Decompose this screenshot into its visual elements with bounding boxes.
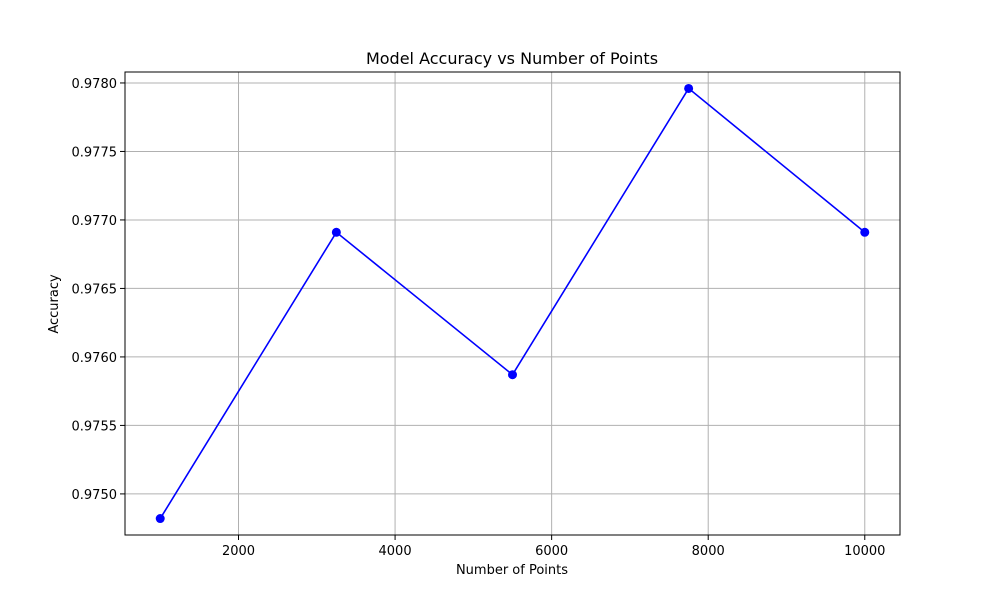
data-point-marker	[684, 83, 694, 93]
y-tick-label: 0.9775	[72, 145, 118, 160]
y-axis-label: Accuracy	[47, 274, 62, 334]
y-tick-label: 0.9750	[72, 488, 118, 503]
grid	[125, 72, 900, 535]
data-point-marker	[860, 227, 870, 237]
axes: 2000 4000 6000 8000 10000 0.9750 0.9755 0.9760 0…	[72, 71, 901, 559]
data-point-marker	[155, 514, 165, 524]
x-tick-label: 6000	[535, 544, 568, 559]
series-line	[159, 87, 866, 519]
x-tick-label: 2000	[222, 544, 255, 559]
y-tick-label: 0.9760	[72, 351, 118, 366]
data-point-marker	[331, 227, 341, 237]
x-tick-label: 10000	[844, 544, 885, 559]
chart-title: Model Accuracy vs Number of Points	[366, 49, 658, 68]
x-tick-label: 8000	[692, 544, 725, 559]
x-tick-label: 4000	[379, 544, 412, 559]
x-axis-label: Number of Points	[456, 563, 568, 578]
data-point-marker	[508, 370, 517, 380]
series	[155, 83, 870, 524]
y-tick-label: 0.9755	[72, 419, 118, 434]
y-tick-label: 0.9770	[72, 214, 118, 229]
y-tick-label: 0.9780	[72, 77, 118, 92]
plot-frame	[124, 71, 901, 536]
y-tick-label: 0.9765	[72, 282, 118, 297]
